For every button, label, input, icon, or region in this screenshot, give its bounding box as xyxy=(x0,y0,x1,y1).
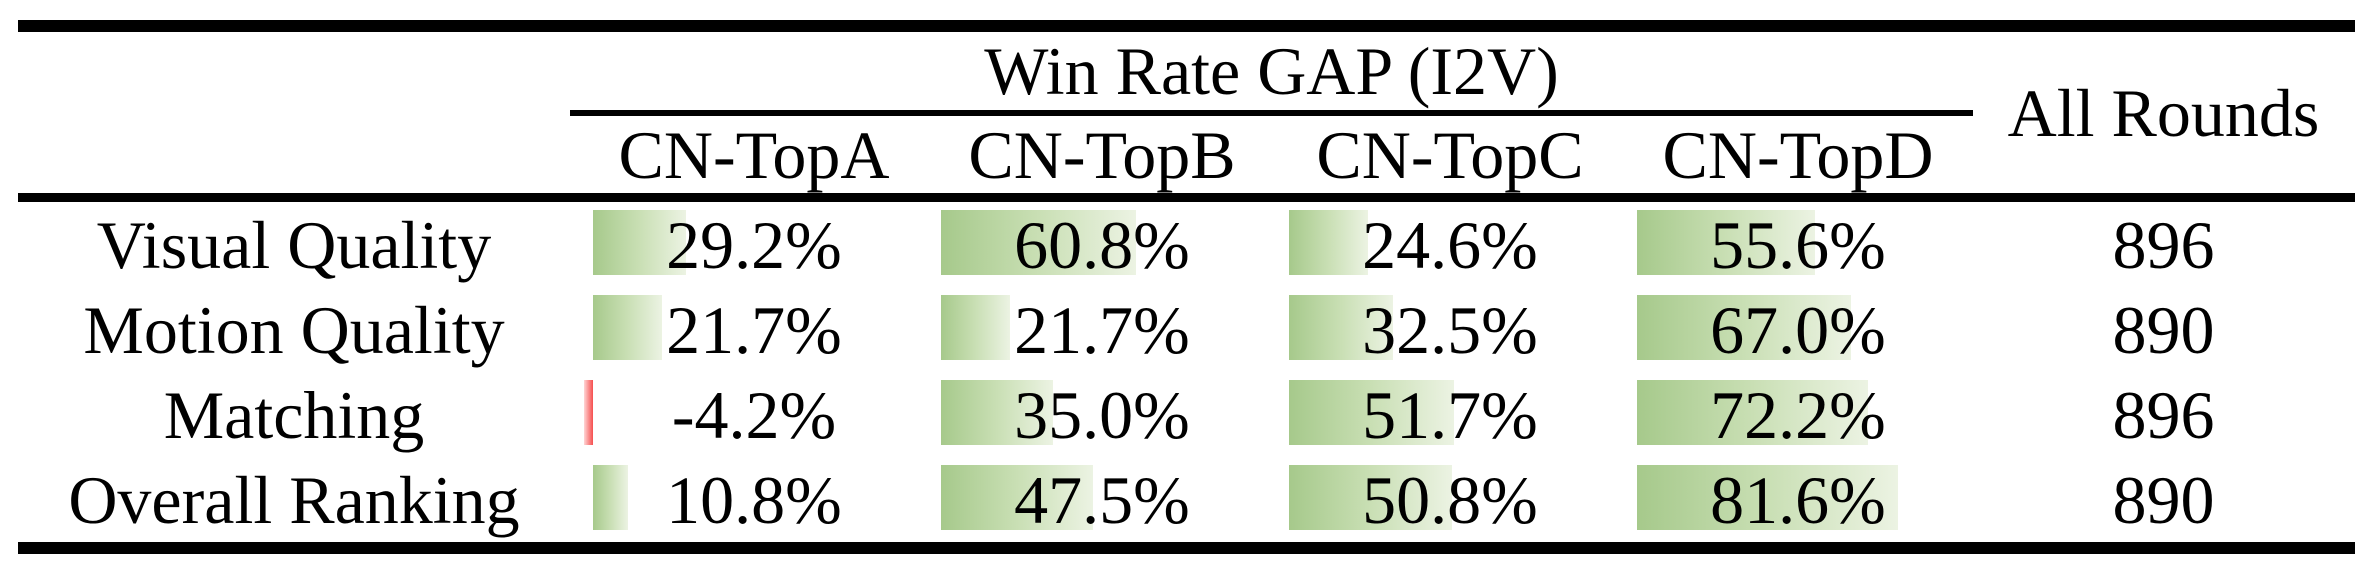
data-bar xyxy=(593,295,662,360)
header-bottom-rule xyxy=(18,193,2355,202)
cell-value: 51.7% xyxy=(1362,376,1538,453)
cell-value: 60.8% xyxy=(1014,206,1190,283)
cell-value: 24.6% xyxy=(1362,206,1538,283)
data-bar xyxy=(1289,465,1452,530)
cell-value: 21.7% xyxy=(666,291,842,368)
cell-value: -4.2% xyxy=(671,376,837,453)
cell-visual-quality-cn-topd: 55.6% xyxy=(1624,202,1972,287)
column-header-cn-topc: CN-TopC xyxy=(1316,116,1584,193)
data-bar xyxy=(941,295,1010,360)
cell-motion-quality-cn-topb: 21.7% xyxy=(928,287,1276,372)
data-bar xyxy=(1637,380,1868,445)
cell-value: 67.0% xyxy=(1710,291,1886,368)
table-bottom-rule xyxy=(18,542,2355,554)
cell-overall-ranking-cn-topa: 10.8% xyxy=(580,457,928,542)
row-label-visual-quality: Visual Quality xyxy=(96,206,492,283)
row-label-matching: Matching xyxy=(163,376,425,453)
cell-visual-quality-cn-topa: 29.2% xyxy=(580,202,928,287)
cell-value: 32.5% xyxy=(1362,291,1538,368)
cell-value: 55.6% xyxy=(1710,206,1886,283)
data-bar xyxy=(1289,295,1393,360)
cell-value: 81.6% xyxy=(1710,461,1886,538)
data-bar xyxy=(1637,295,1851,360)
cell-overall-ranking-all-rounds: 890 xyxy=(2112,461,2215,538)
data-bar xyxy=(1289,210,1368,275)
cell-value: 21.7% xyxy=(1014,291,1190,368)
data-bar xyxy=(941,210,1136,275)
cell-visual-quality-all-rounds: 896 xyxy=(2112,206,2215,283)
column-header-cn-topb: CN-TopB xyxy=(968,116,1236,193)
data-bar xyxy=(593,465,628,530)
cell-motion-quality-cn-topa: 21.7% xyxy=(580,287,928,372)
cell-motion-quality-cn-topd: 67.0% xyxy=(1624,287,1972,372)
cell-matching-cn-topc: 51.7% xyxy=(1276,372,1624,457)
cell-value: 29.2% xyxy=(666,206,842,283)
cell-overall-ranking-cn-topc: 50.8% xyxy=(1276,457,1624,542)
cell-motion-quality-cn-topc: 32.5% xyxy=(1276,287,1624,372)
row-label-overall-ranking: Overall Ranking xyxy=(68,461,520,538)
all-rounds-header: All Rounds xyxy=(2007,74,2320,151)
table-title: Win Rate GAP (I2V) xyxy=(984,33,1559,109)
data-bar xyxy=(593,210,686,275)
header-cmid-rule xyxy=(570,110,1973,116)
data-bar xyxy=(1637,465,1898,530)
cell-value: 10.8% xyxy=(666,461,842,538)
cell-value: 35.0% xyxy=(1014,376,1190,453)
cell-value: 72.2% xyxy=(1710,376,1886,453)
cell-visual-quality-cn-topc: 24.6% xyxy=(1276,202,1624,287)
data-bar xyxy=(584,380,593,445)
data-bar xyxy=(941,380,1053,445)
column-header-cn-topa: CN-TopA xyxy=(618,116,890,193)
cell-value: 47.5% xyxy=(1014,461,1190,538)
cell-motion-quality-all-rounds: 890 xyxy=(2112,291,2215,368)
column-header-cn-topd: CN-TopD xyxy=(1662,116,1934,193)
cell-matching-all-rounds: 896 xyxy=(2112,376,2215,453)
cell-visual-quality-cn-topb: 60.8% xyxy=(928,202,1276,287)
cell-matching-cn-topb: 35.0% xyxy=(928,372,1276,457)
cell-overall-ranking-cn-topd: 81.6% xyxy=(1624,457,1972,542)
data-bar xyxy=(941,465,1093,530)
row-label-motion-quality: Motion Quality xyxy=(83,291,505,368)
cell-matching-cn-topd: 72.2% xyxy=(1624,372,1972,457)
data-bar xyxy=(1637,210,1815,275)
cell-overall-ranking-cn-topb: 47.5% xyxy=(928,457,1276,542)
cell-value: 50.8% xyxy=(1362,461,1538,538)
data-bar xyxy=(1289,380,1454,445)
cell-matching-cn-topa: -4.2% xyxy=(580,372,928,457)
table-top-rule xyxy=(18,20,2355,32)
